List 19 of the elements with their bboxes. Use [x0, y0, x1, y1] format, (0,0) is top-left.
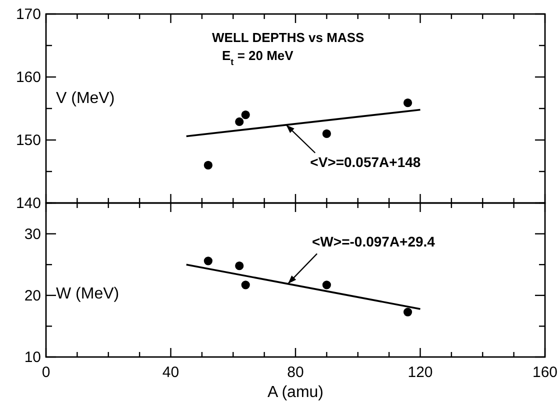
x-tick-label: 160: [532, 364, 558, 381]
text: E$_{t}$ = 20 MeV: [222, 48, 294, 67]
x-axis-title: A (amu): [267, 384, 324, 401]
x-tick-label: 80: [287, 364, 304, 381]
x-tick-label: 0: [42, 364, 50, 381]
x-tick-label: 120: [408, 364, 433, 381]
y-tick-label: 30: [24, 226, 41, 243]
y-tick-label: 140: [16, 195, 41, 212]
annotation: <W>=-0.097A+29.4: [312, 234, 436, 250]
y-axis-title: W (MeV): [56, 285, 120, 302]
y-tick-label: 160: [16, 69, 41, 86]
y-tick-label: 170: [16, 6, 41, 23]
text: WELL DEPTHS vs MASS: [212, 30, 364, 45]
y-tick-label: 10: [24, 349, 41, 366]
y-tick-label: 20: [24, 287, 41, 304]
y-tick-label: 150: [16, 132, 41, 149]
annotation: <V>=0.057A+148: [310, 154, 421, 170]
x-tick-label: 40: [162, 364, 180, 381]
y-axis-title: V (MeV): [56, 90, 115, 107]
